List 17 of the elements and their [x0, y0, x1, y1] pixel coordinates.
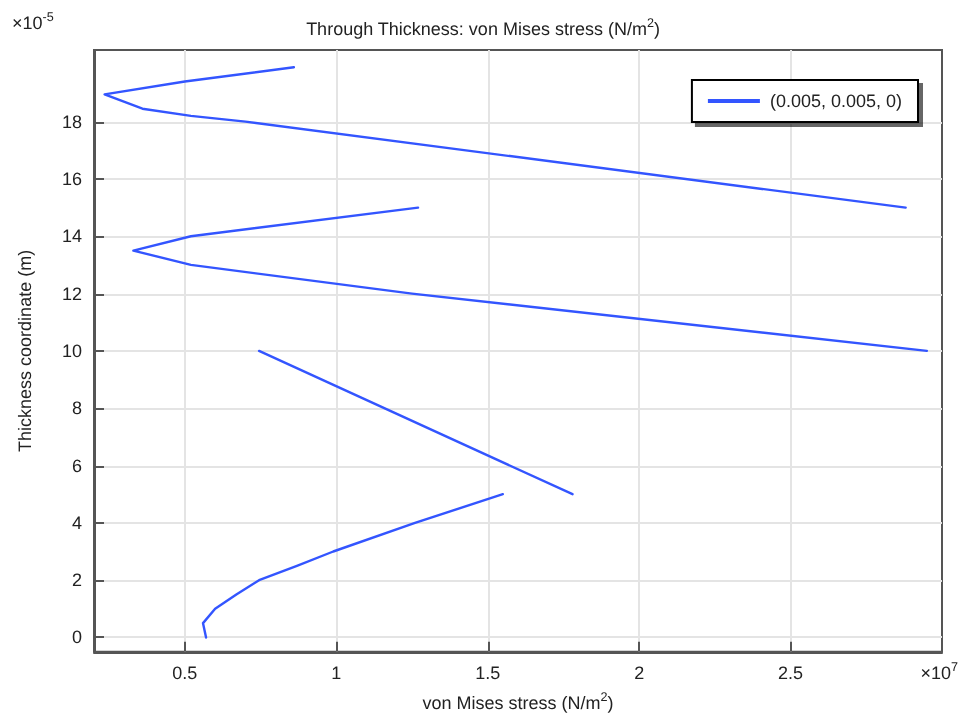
x-tick-label: 2.5 [778, 662, 804, 683]
legend-label: (0.005, 0.005, 0) [769, 91, 903, 111]
x-tick-label: 1.5 [475, 662, 501, 683]
y-tick-label: 8 [71, 398, 82, 419]
y-tick-label: 0 [71, 627, 82, 648]
y-tick-label: 2 [71, 570, 82, 591]
y-tick-label: 18 [61, 111, 82, 132]
x-tick-label: 1 [331, 662, 342, 683]
y-tick-label: 16 [61, 168, 82, 189]
y-tick-label: 10 [61, 340, 82, 361]
y-tick-label: 12 [61, 283, 82, 304]
x-tick-label: 2 [634, 662, 645, 683]
y-tick-label: 4 [71, 512, 82, 533]
y-tick-label: 6 [71, 455, 82, 476]
y-tick-label: 14 [61, 226, 82, 247]
x-tick-label: 0.5 [172, 662, 198, 683]
y-axis-title: Thickness coordinate (m) [15, 249, 35, 452]
